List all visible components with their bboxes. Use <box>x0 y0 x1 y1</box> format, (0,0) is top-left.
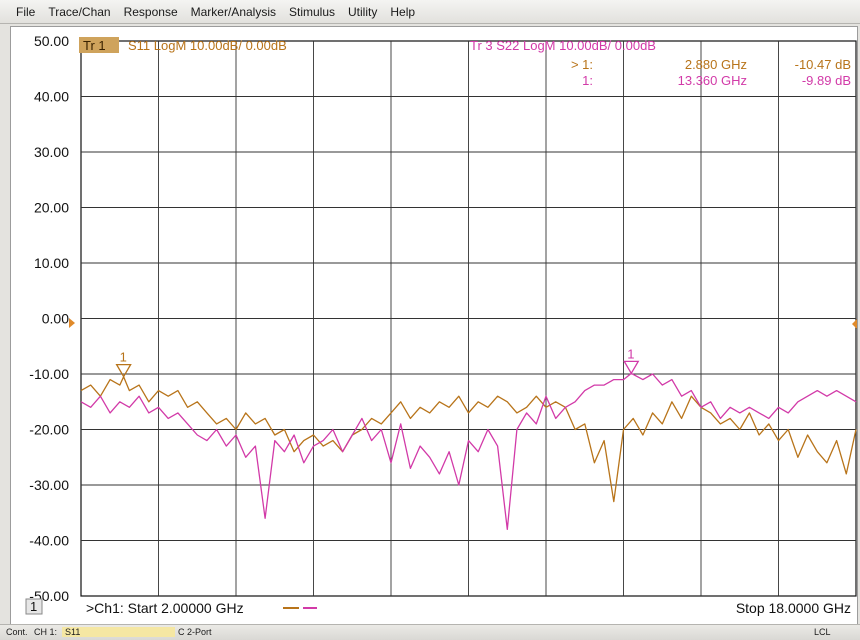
channel-number-box[interactable] <box>25 598 43 615</box>
y-tick-label: 0.00 <box>42 311 69 327</box>
marker-tag: 1 <box>627 346 634 361</box>
menu-help[interactable]: Help <box>390 4 416 19</box>
trace-s11 <box>80 376 857 503</box>
channel-stop: Stop 18.0000 GHz <box>736 600 851 616</box>
channel-start: >Ch1: Start 2.00000 GHz <box>86 600 244 616</box>
trace-1-badge-bg <box>79 37 119 53</box>
menu-marker-analysis[interactable]: Marker/Analysis <box>190 4 276 19</box>
y-tick-label: -10.00 <box>29 366 69 382</box>
plot-frame: 50.00 40.00 30.00 20.00 10.00 0.00 -10.00 -20.0… <box>10 26 858 626</box>
y-tick-label: -30.00 <box>29 477 69 493</box>
series-layer <box>80 372 857 531</box>
trace-1-badge[interactable]: Tr 1 <box>83 38 106 53</box>
menu-stimulus[interactable]: Stimulus <box>289 4 336 19</box>
marker-1-freq: 2.880 GHz <box>685 57 747 72</box>
status-channel: CH 1: <box>34 627 58 637</box>
status-bar: Cont. CH 1: S11 C 2-Port LCL <box>0 624 860 640</box>
marker-3-value: -9.89 dB <box>802 73 851 88</box>
y-tick-label: 40.00 <box>34 89 69 105</box>
marker-1-value: -10.47 dB <box>795 57 851 72</box>
marker-3-prefix: 1: <box>582 73 593 88</box>
trace-s22 <box>80 372 857 531</box>
menu-file[interactable]: File <box>16 4 36 19</box>
y-tick-label: 10.00 <box>34 255 69 271</box>
y-tick-label: -40.00 <box>29 533 69 549</box>
chart: 50.00 40.00 30.00 20.00 10.00 0.00 -10.00 -20.0… <box>25 33 857 616</box>
channel-number: 1 <box>30 599 37 614</box>
menu-response[interactable]: Response <box>123 4 178 19</box>
trace-1-label: S11 LogM 10.00dB/ 0.00dB <box>128 38 287 53</box>
y-tick-label: 30.00 <box>34 144 69 160</box>
y-tick-labels: 50.00 40.00 30.00 20.00 10.00 0.00 -10.00 -20.0… <box>29 33 69 604</box>
menu-utility[interactable]: Utility <box>348 4 378 19</box>
marker-triangle-icon[interactable] <box>623 360 640 375</box>
y-tick-label: 50.00 <box>34 33 69 49</box>
marker-triangle-icon[interactable] <box>115 363 132 378</box>
status-mode: Cont. <box>6 627 28 637</box>
ref-level-right-arrow-icon[interactable] <box>852 319 857 329</box>
ref-level-left-arrow-icon[interactable] <box>69 318 75 328</box>
status-lcl: LCL <box>814 627 831 637</box>
status-param[interactable]: S11 <box>62 627 175 637</box>
menu-trace-chan[interactable]: Trace/Chan <box>48 4 111 19</box>
menu-bar: File Trace/Chan Response Marker/Analysis Sti… <box>0 0 860 24</box>
trace-3-label: Tr 3 S22 LogM 10.00dB/ 0.00dB <box>470 38 656 53</box>
y-tick-label: -20.00 <box>29 422 69 438</box>
status-cal: C 2-Port <box>178 627 212 637</box>
grid <box>81 41 856 596</box>
marker-3-freq: 13.360 GHz <box>678 73 747 88</box>
marker-tag: 1 <box>120 350 127 365</box>
y-tick-label: 20.00 <box>34 200 69 216</box>
marker-1-prefix: > 1: <box>571 57 593 72</box>
